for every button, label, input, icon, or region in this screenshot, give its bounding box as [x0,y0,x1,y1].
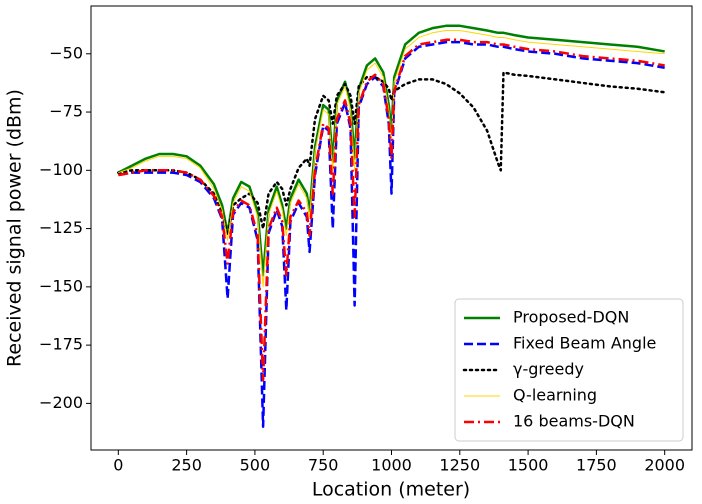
y-tick-label: −150 [39,276,83,295]
x-tick-label: 0 [113,456,123,475]
legend-label: Proposed-DQN [513,308,629,327]
y-tick-label: −125 [39,218,83,237]
x-tick-label: 2000 [644,456,685,475]
y-tick-label: −175 [39,335,83,354]
legend-label: Q-learning [513,386,597,405]
y-tick-label: −200 [39,393,83,412]
legend-label: 16 beams-DQN [513,412,635,431]
series-line [118,40,665,428]
series-line [118,29,665,288]
x-tick-label: 250 [171,456,202,475]
x-tick-label: 500 [240,456,271,475]
x-tick-label: 1750 [576,456,617,475]
y-tick-label: −75 [49,102,83,121]
plot-frame [90,5,693,451]
legend-box [454,298,684,442]
legend-label: Fixed Beam Angle [513,334,656,353]
y-tick-label: −50 [49,43,83,62]
y-tick-label: −100 [39,160,83,179]
x-tick-label: 1250 [439,456,480,475]
x-tick-label: 1000 [371,456,412,475]
x-tick-label: 750 [308,456,339,475]
series-line [117,71,666,237]
x-axis-label: Location (meter) [312,479,470,501]
x-tick-label: 1500 [508,456,549,475]
legend-label: γ-greedy [513,360,584,379]
y-axis-label: Received signal power (dBm) [4,89,26,367]
series-line [118,38,665,382]
